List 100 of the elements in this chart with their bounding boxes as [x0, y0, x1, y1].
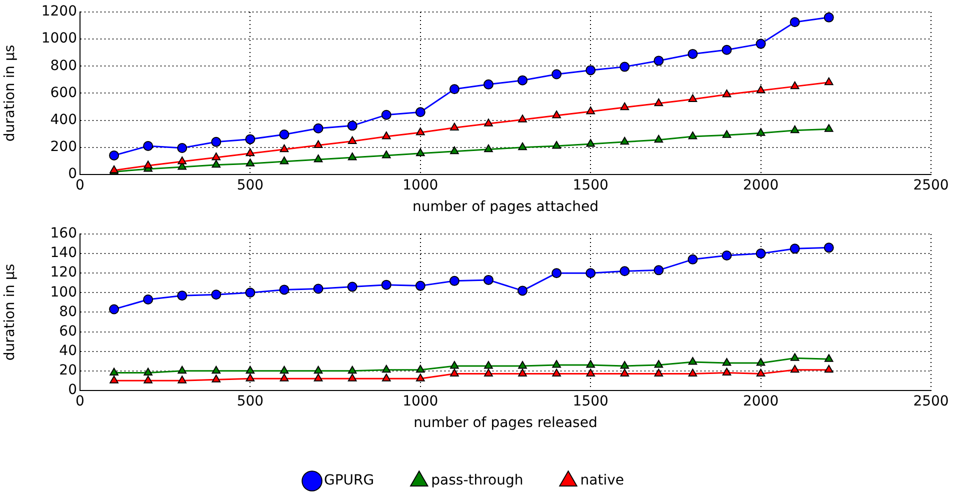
point: [586, 360, 595, 368]
point: [552, 368, 561, 377]
y-tick-label: 200: [50, 138, 77, 155]
point: [790, 81, 800, 90]
point: [552, 360, 561, 368]
y-tick-label: 60: [59, 323, 77, 340]
y-tick-label: 400: [50, 112, 77, 128]
point: [313, 123, 324, 134]
point: [756, 85, 766, 94]
y-axis-title: duration in µs: [2, 44, 18, 142]
point: [314, 374, 323, 382]
point: [110, 368, 118, 376]
y-tick-label: 80: [59, 304, 77, 320]
point: [450, 122, 459, 130]
point: [483, 274, 494, 285]
legend-label: GPURG: [324, 472, 374, 489]
point: [212, 160, 221, 168]
point: [722, 358, 732, 366]
x-tick-label: 1000: [402, 177, 438, 194]
point: [722, 368, 732, 376]
point: [722, 44, 732, 55]
point: [586, 138, 595, 147]
y-tick-label: 0: [68, 382, 77, 398]
point: [313, 284, 324, 294]
point: [144, 368, 152, 376]
point: [620, 266, 630, 276]
point: [109, 150, 120, 160]
point: [620, 62, 630, 72]
point: [347, 120, 358, 131]
point: [756, 248, 766, 259]
point: [212, 374, 221, 382]
point: [586, 368, 595, 377]
point: [688, 132, 698, 140]
point: [518, 142, 527, 150]
point: [620, 102, 630, 110]
point: [824, 364, 834, 373]
point: [790, 353, 800, 361]
point: [824, 12, 834, 22]
point: [279, 129, 290, 140]
point: [382, 132, 391, 140]
x-tick-label: 2500: [913, 393, 949, 410]
point: [211, 136, 222, 147]
point: [348, 152, 357, 160]
point: [552, 69, 562, 80]
x-tick-label: 2500: [913, 177, 949, 194]
point: [654, 134, 664, 143]
point: [348, 374, 357, 382]
point: [620, 368, 630, 377]
point: [552, 110, 561, 118]
point: [110, 376, 118, 384]
point: [722, 90, 732, 98]
point: [552, 140, 561, 149]
point: [484, 368, 493, 377]
point: [688, 357, 698, 365]
y-tick-label: 1000: [41, 30, 77, 47]
point: [245, 134, 256, 144]
point: [654, 360, 664, 368]
x-tick-label: 2000: [742, 393, 779, 410]
point: [178, 376, 187, 384]
point: [348, 366, 357, 374]
legend-label: pass-through: [431, 472, 524, 489]
point: [178, 366, 187, 374]
point: [484, 360, 493, 369]
point: [654, 265, 664, 276]
point: [382, 364, 391, 373]
point: [688, 254, 698, 264]
point: [348, 136, 357, 144]
point: [246, 374, 255, 382]
point: [484, 144, 493, 152]
point: [450, 146, 459, 154]
point: [586, 106, 595, 114]
x-tick-label: 500: [236, 393, 264, 410]
x-axis-title: number of pages released: [414, 415, 598, 432]
point: [416, 127, 425, 136]
point: [416, 148, 425, 156]
y-tick-label: 160: [50, 226, 77, 242]
point: [722, 130, 732, 138]
point: [518, 360, 527, 369]
point: [552, 268, 562, 278]
point: [415, 280, 426, 291]
point: [280, 374, 289, 382]
point: [212, 152, 221, 160]
point: [177, 290, 188, 301]
point: [280, 156, 289, 164]
point: [756, 358, 766, 366]
y-tick-label: 100: [50, 284, 77, 300]
point: [586, 268, 596, 278]
point: [518, 368, 527, 377]
point: [246, 366, 255, 374]
point: [620, 136, 630, 145]
point: [314, 140, 323, 148]
point: [381, 110, 392, 120]
point: [177, 143, 188, 154]
point: [280, 366, 289, 374]
point: [416, 374, 425, 382]
point: [245, 288, 256, 298]
point: [654, 368, 664, 377]
point: [790, 17, 800, 28]
y-tick-label: 1200: [41, 4, 77, 20]
point: [246, 158, 255, 166]
